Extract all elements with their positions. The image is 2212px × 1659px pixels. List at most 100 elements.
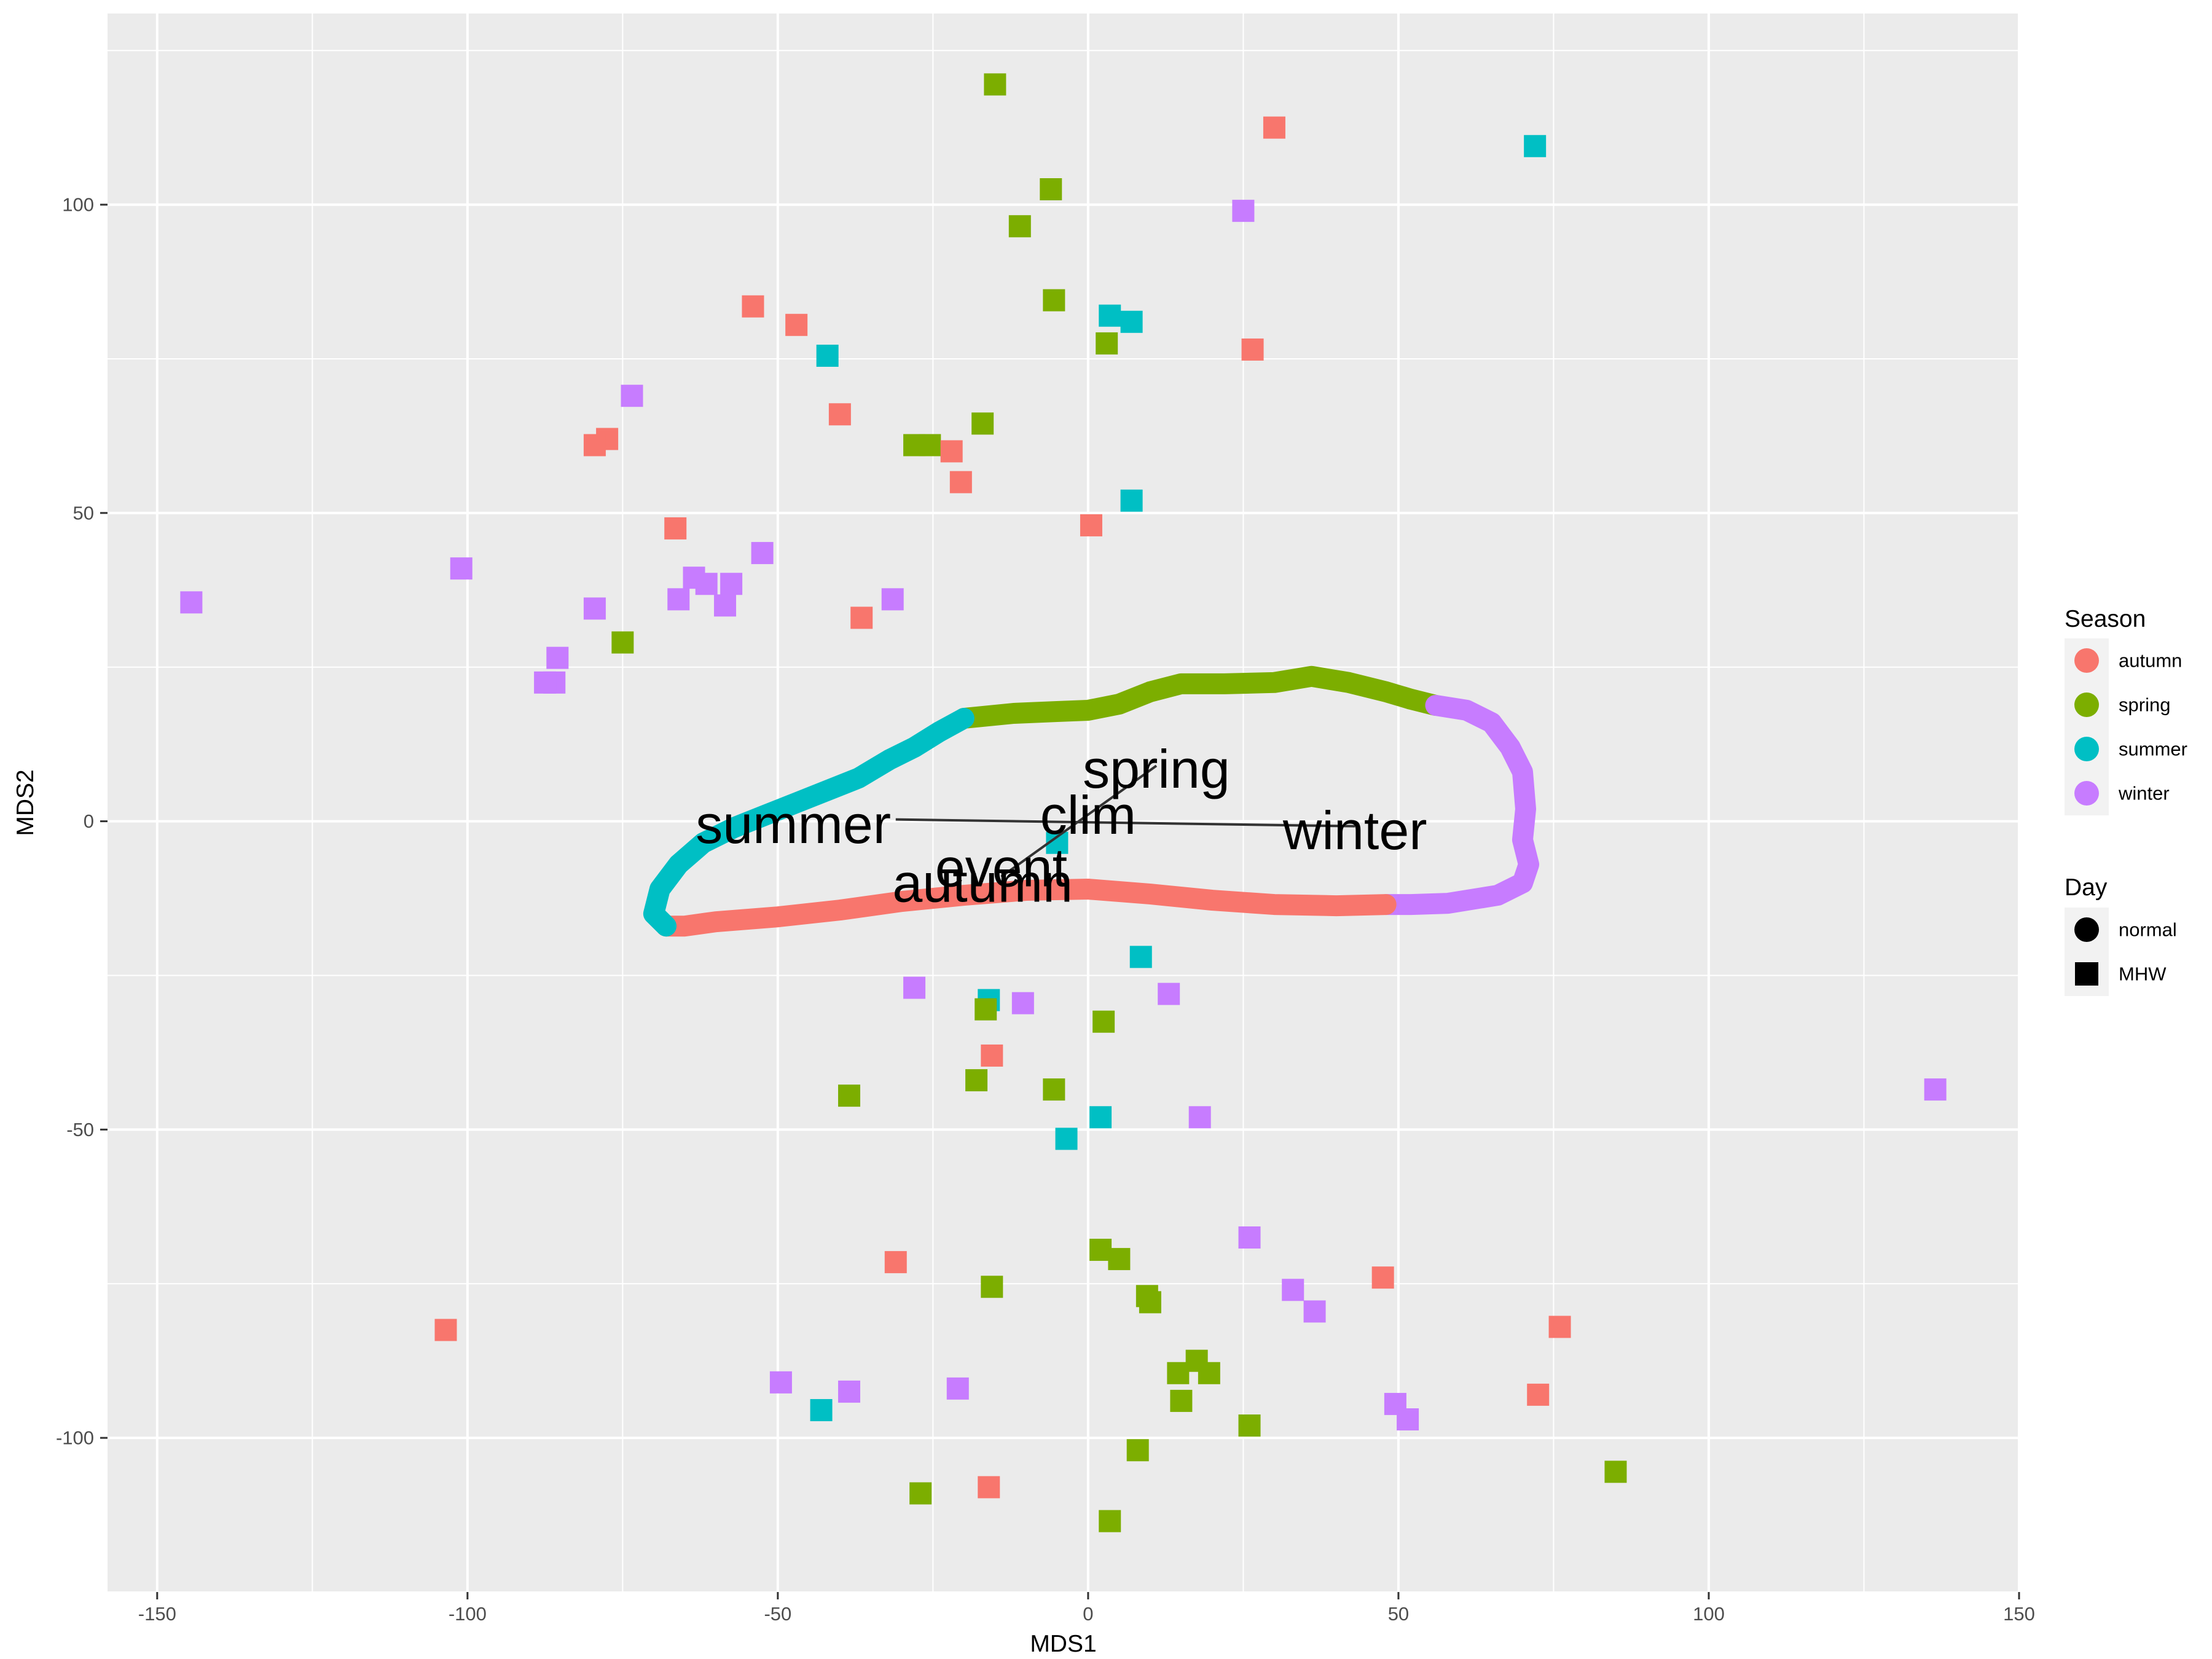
- point-winter-mhw: [1282, 1279, 1304, 1301]
- point-spring-mhw: [611, 631, 634, 654]
- point-winter-mhw: [751, 542, 774, 565]
- legend-swatch-autumn: [2074, 648, 2099, 673]
- legend-day-items: normal MHW: [2065, 908, 2177, 996]
- legend-swatch-mhw: [2075, 962, 2098, 986]
- centroid-label-event: event: [935, 837, 1067, 898]
- x-axis-title: MDS1: [1030, 1631, 1096, 1657]
- point-winter-mhw: [903, 976, 926, 999]
- point-spring-mhw: [1167, 1362, 1190, 1384]
- point-spring-mhw: [838, 1084, 861, 1107]
- point-autumn-mhw: [940, 440, 963, 463]
- y-axis-title: MDS2: [12, 769, 39, 836]
- point-winter-mhw: [881, 588, 904, 611]
- x-tick-label: 50: [1388, 1603, 1409, 1625]
- point-autumn-mhw: [1241, 338, 1264, 361]
- point-winter-mhw: [534, 671, 557, 694]
- point-winter-mhw: [583, 597, 606, 620]
- x-tick-label: 0: [1083, 1603, 1093, 1625]
- point-spring-mhw: [981, 1276, 1003, 1298]
- point-spring-mhw: [1139, 1291, 1161, 1314]
- centroid-connector-line: [895, 818, 1355, 828]
- centroid-label-spring: spring: [1083, 739, 1230, 799]
- legend-swatch-summer: [2074, 737, 2099, 761]
- point-spring-mhw: [1170, 1389, 1193, 1412]
- legend-swatch-spring: [2074, 692, 2099, 717]
- y-tick-label: 100: [62, 194, 94, 216]
- point-autumn-mhw: [434, 1319, 457, 1341]
- point-winter-mhw: [1188, 1106, 1211, 1129]
- point-autumn-mhw: [583, 434, 606, 457]
- point-autumn-mhw: [742, 295, 764, 318]
- point-autumn-mhw: [884, 1251, 907, 1274]
- trajectory-autumn: [656, 878, 1397, 937]
- legend-label-summer: summer: [2119, 739, 2187, 760]
- point-autumn-mhw: [949, 471, 972, 493]
- legend-day-title: Day: [2065, 874, 2108, 901]
- point-spring-mhw: [909, 1482, 932, 1505]
- legend-swatch-winter: [2074, 781, 2099, 806]
- point-summer-mhw: [1099, 304, 1121, 327]
- point-spring-mhw: [1089, 1239, 1112, 1261]
- y-tick-label: 0: [84, 810, 94, 832]
- legend-label-winter: winter: [2118, 783, 2170, 804]
- centroid-label-autumn: autumn: [892, 852, 1073, 913]
- point-summer-mhw: [1129, 946, 1152, 968]
- x-tick-label: -100: [449, 1603, 487, 1625]
- legend-label-circle: normal: [2119, 919, 2177, 941]
- point-winter-mhw: [450, 557, 473, 580]
- point-spring-mhw: [1040, 178, 1062, 201]
- point-spring-mhw: [971, 412, 994, 435]
- trajectory-summer: [643, 708, 975, 937]
- point-spring-mhw: [919, 434, 941, 457]
- point-winter-mhw: [695, 573, 718, 595]
- point-winter-mhw: [546, 646, 569, 669]
- point-winter-mhw: [1397, 1408, 1419, 1431]
- point-spring-mhw: [984, 73, 1006, 96]
- point-winter-mhw: [1303, 1300, 1326, 1323]
- point-autumn-mhw: [664, 517, 687, 539]
- point-winter-mhw: [946, 1377, 969, 1400]
- centroid-label-winter: winter: [1282, 800, 1427, 861]
- y-tick-label: -50: [66, 1119, 94, 1140]
- point-winter-mhw: [1238, 1226, 1261, 1249]
- x-tick-label: -50: [764, 1603, 791, 1625]
- point-spring-mhw: [1043, 289, 1065, 312]
- point-winter-mhw: [720, 573, 743, 595]
- point-spring-mhw: [1108, 1248, 1131, 1271]
- point-spring-mhw: [1238, 1414, 1261, 1437]
- point-spring-mhw: [1198, 1362, 1220, 1384]
- trajectory-spring: [953, 665, 1446, 729]
- y-tick-label: 50: [73, 502, 94, 524]
- plot-panel: [108, 14, 2019, 1592]
- point-autumn-mhw: [1371, 1266, 1394, 1289]
- point-winter-mhw: [1924, 1078, 1947, 1101]
- point-summer-mhw: [1089, 1106, 1112, 1129]
- point-autumn-mhw: [785, 313, 808, 336]
- centroid-lines: [895, 764, 1355, 878]
- x-tick-label: 100: [1693, 1603, 1725, 1625]
- point-spring-mhw: [1043, 1078, 1065, 1101]
- point-spring-mhw: [1099, 1510, 1121, 1532]
- point-summer-mhw: [1055, 1128, 1078, 1150]
- point-spring-mhw: [1092, 1010, 1115, 1033]
- point-winter-mhw: [180, 591, 203, 614]
- point-winter-mhw: [1232, 200, 1255, 222]
- legend-season-title: Season: [2065, 606, 2146, 632]
- centroid-label-clim: clim: [1040, 785, 1136, 845]
- legend-label-square: MHW: [2119, 963, 2167, 985]
- point-autumn-mhw: [850, 606, 873, 629]
- point-spring-mhw: [1096, 332, 1118, 355]
- centroid-connector-line: [1000, 764, 1158, 878]
- point-autumn-mhw: [981, 1044, 1003, 1067]
- point-winter-mhw: [1011, 992, 1034, 1014]
- point-summer-mhw: [1120, 489, 1143, 512]
- point-summer-mhw: [816, 344, 839, 367]
- x-axis: -150 -100 -50 0 50 100 150: [138, 1592, 2035, 1625]
- point-autumn-mhw: [1527, 1383, 1550, 1406]
- point-spring-mhw: [1126, 1439, 1149, 1462]
- legend: Season autumn spring summer winter Day norm…: [2065, 606, 2187, 996]
- point-winter-mhw: [714, 594, 737, 617]
